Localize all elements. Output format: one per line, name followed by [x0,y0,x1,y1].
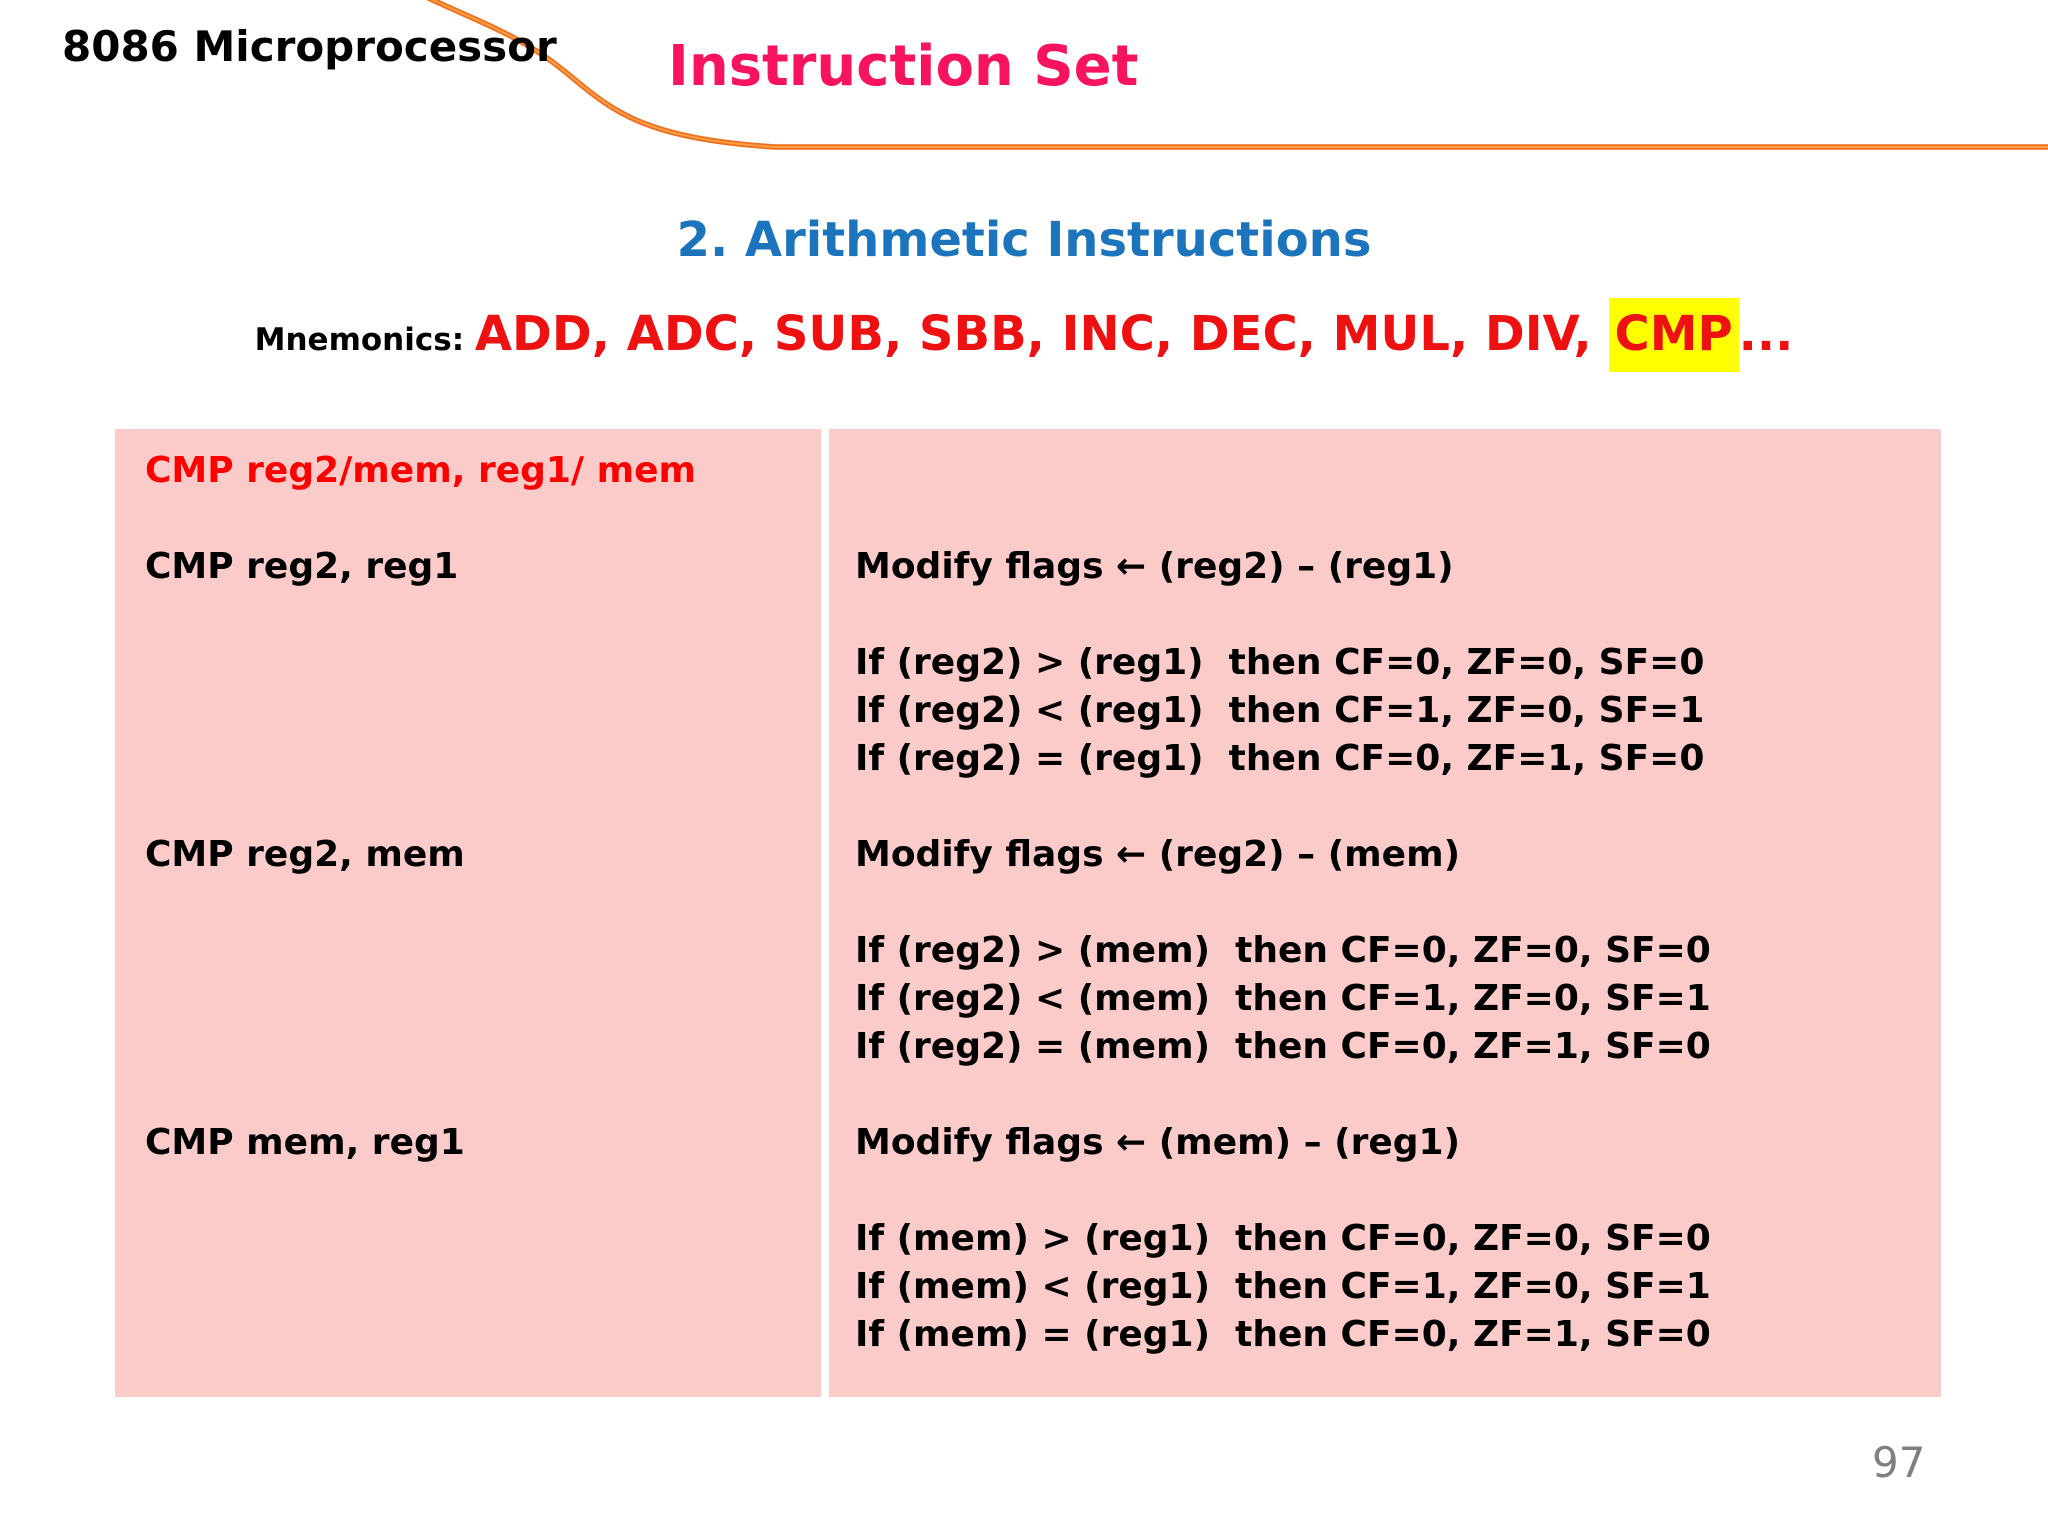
condition-line: If (reg2) < (reg1) then CF=1, ZF=0, SF=1 [855,690,1705,731]
condition-line: If (mem) < (reg1) then CF=1, ZF=0, SF=1 [855,1266,1711,1307]
mnemonics-line: Mnemonics: ADD, ADC, SUB, SBB, INC, DEC,… [0,298,2048,379]
cmp-table: CMP reg2/mem, reg1/ mem CMP reg2, reg1 C… [115,429,1941,1397]
curve-stroke-inner [430,0,2048,148]
condition-group: If (mem) > (reg1) then CF=0, ZF=0, SF=0 … [855,1215,1941,1359]
slide-title: Instruction Set [668,34,1139,99]
condition-group: If (reg2) > (mem) then CF=0, ZF=0, SF=0 … [855,927,1941,1071]
condition-group: If (reg2) > (reg1) then CF=0, ZF=0, SF=0… [855,639,1941,783]
curve-stroke-outer [426,0,2048,150]
condition-line: If (reg2) = (reg1) then CF=0, ZF=1, SF=0 [855,738,1705,779]
modify-flags-line: Modify flags ← (mem) – (reg1) [855,1122,1461,1163]
brand-text: 8086 Microprocessor [62,22,557,71]
modify-flags-line: Modify flags ← (reg2) – (reg1) [855,546,1454,587]
table-left-column: CMP reg2/mem, reg1/ mem CMP reg2, reg1 C… [115,429,821,1397]
mnemonics-label: Mnemonics: [254,322,475,358]
table-header-cell: CMP reg2/mem, reg1/ mem [145,450,697,491]
section-heading: 2. Arithmetic Instructions [676,212,1372,268]
condition-line: If (reg2) < (mem) then CF=1, ZF=0, SF=1 [855,978,1711,1019]
condition-line: If (reg2) > (mem) then CF=0, ZF=0, SF=0 [855,930,1711,971]
instruction-cell: CMP reg2, reg1 [145,546,459,587]
instruction-cell: CMP reg2, mem [145,834,465,875]
condition-line: If (reg2) > (reg1) then CF=0, ZF=0, SF=0 [855,642,1705,683]
condition-line: If (reg2) = (mem) then CF=0, ZF=1, SF=0 [855,1026,1711,1067]
condition-line: If (mem) > (reg1) then CF=0, ZF=0, SF=0 [855,1218,1711,1259]
instruction-cell: CMP mem, reg1 [145,1122,465,1163]
mnemonics-highlight: CMP [1608,298,1739,372]
condition-line: If (mem) = (reg1) then CF=0, ZF=1, SF=0 [855,1314,1711,1355]
page-number: 97 [1872,1438,1926,1487]
modify-flags-line: Modify flags ← (reg2) – (mem) [855,834,1461,875]
mnemonics-ellipsis: ... [1738,306,1794,362]
table-right-column: Modify flags ← (reg2) – (reg1) If (reg2)… [821,429,1941,1397]
mnemonics-list: ADD, ADC, SUB, SBB, INC, DEC, MUL, DIV, [474,306,1609,362]
